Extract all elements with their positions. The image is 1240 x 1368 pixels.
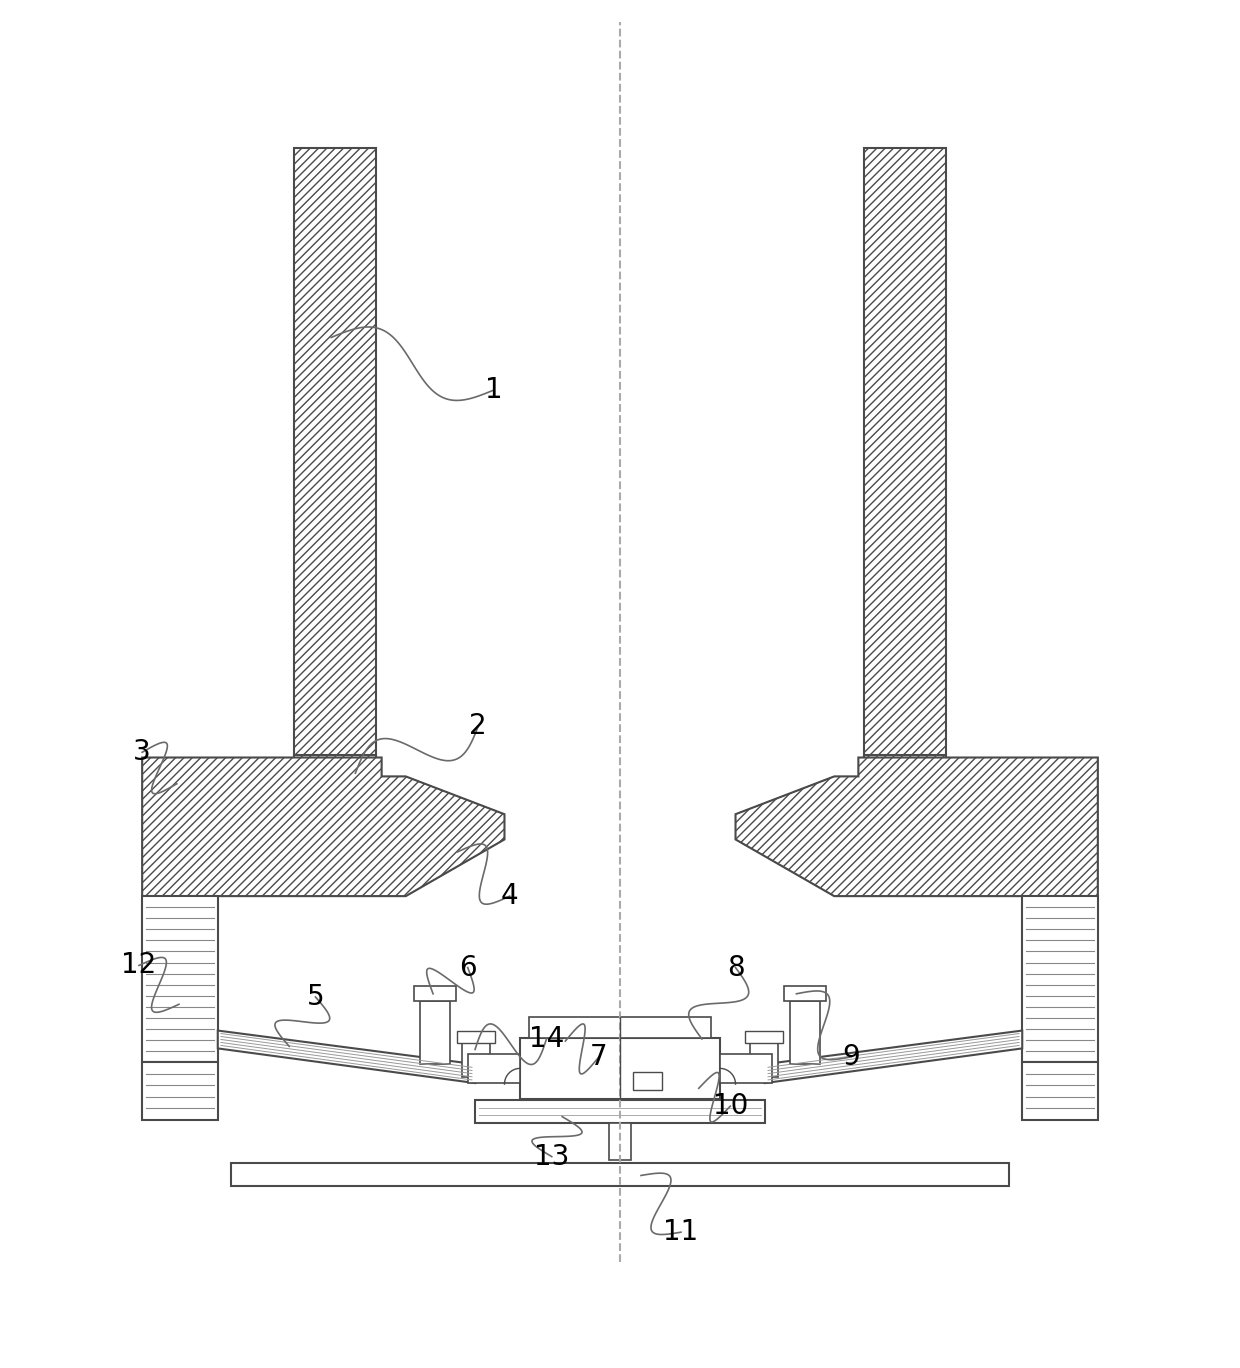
Bar [294,755,377,798]
Text: 14: 14 [529,1025,564,1053]
Bar [863,148,946,758]
Bar [528,1016,712,1038]
Bar [610,1123,630,1160]
Bar [719,1053,773,1083]
Bar [458,1030,495,1044]
Bar [858,795,890,826]
Text: 7: 7 [590,1042,608,1071]
Polygon shape [218,1030,475,1083]
Bar [294,755,377,798]
Text: 12: 12 [122,952,156,979]
Bar [294,148,377,758]
Bar [790,1001,820,1064]
Text: 1: 1 [485,376,502,404]
Text: 8: 8 [727,953,744,982]
Bar [420,1001,450,1064]
Bar [521,1038,719,1099]
Bar [750,1044,777,1077]
Bar [858,795,890,826]
Text: 11: 11 [663,1218,698,1246]
Text: 6: 6 [459,953,476,982]
Bar [1022,1062,1097,1120]
Bar [294,148,377,758]
Bar [745,1030,782,1044]
Text: 2: 2 [470,711,487,740]
Bar [463,1044,490,1077]
Polygon shape [143,758,505,896]
Bar [143,896,218,1062]
Bar [350,795,382,826]
Polygon shape [735,758,1097,896]
Text: 3: 3 [133,739,151,766]
Text: 13: 13 [534,1142,569,1171]
Bar [784,986,826,1001]
Bar [1022,896,1097,1062]
Bar [863,148,946,758]
Bar [232,1163,1008,1186]
Bar [350,795,382,826]
Text: 10: 10 [713,1092,748,1120]
Text: 4: 4 [501,882,518,910]
Bar [143,1062,218,1120]
Text: 5: 5 [306,984,325,1011]
Text: 9: 9 [842,1042,859,1071]
Bar [414,986,456,1001]
Polygon shape [765,1030,1022,1083]
Bar [632,1071,662,1090]
Bar [863,755,946,798]
Bar [467,1053,521,1083]
Bar [475,1100,765,1123]
Bar [863,755,946,798]
